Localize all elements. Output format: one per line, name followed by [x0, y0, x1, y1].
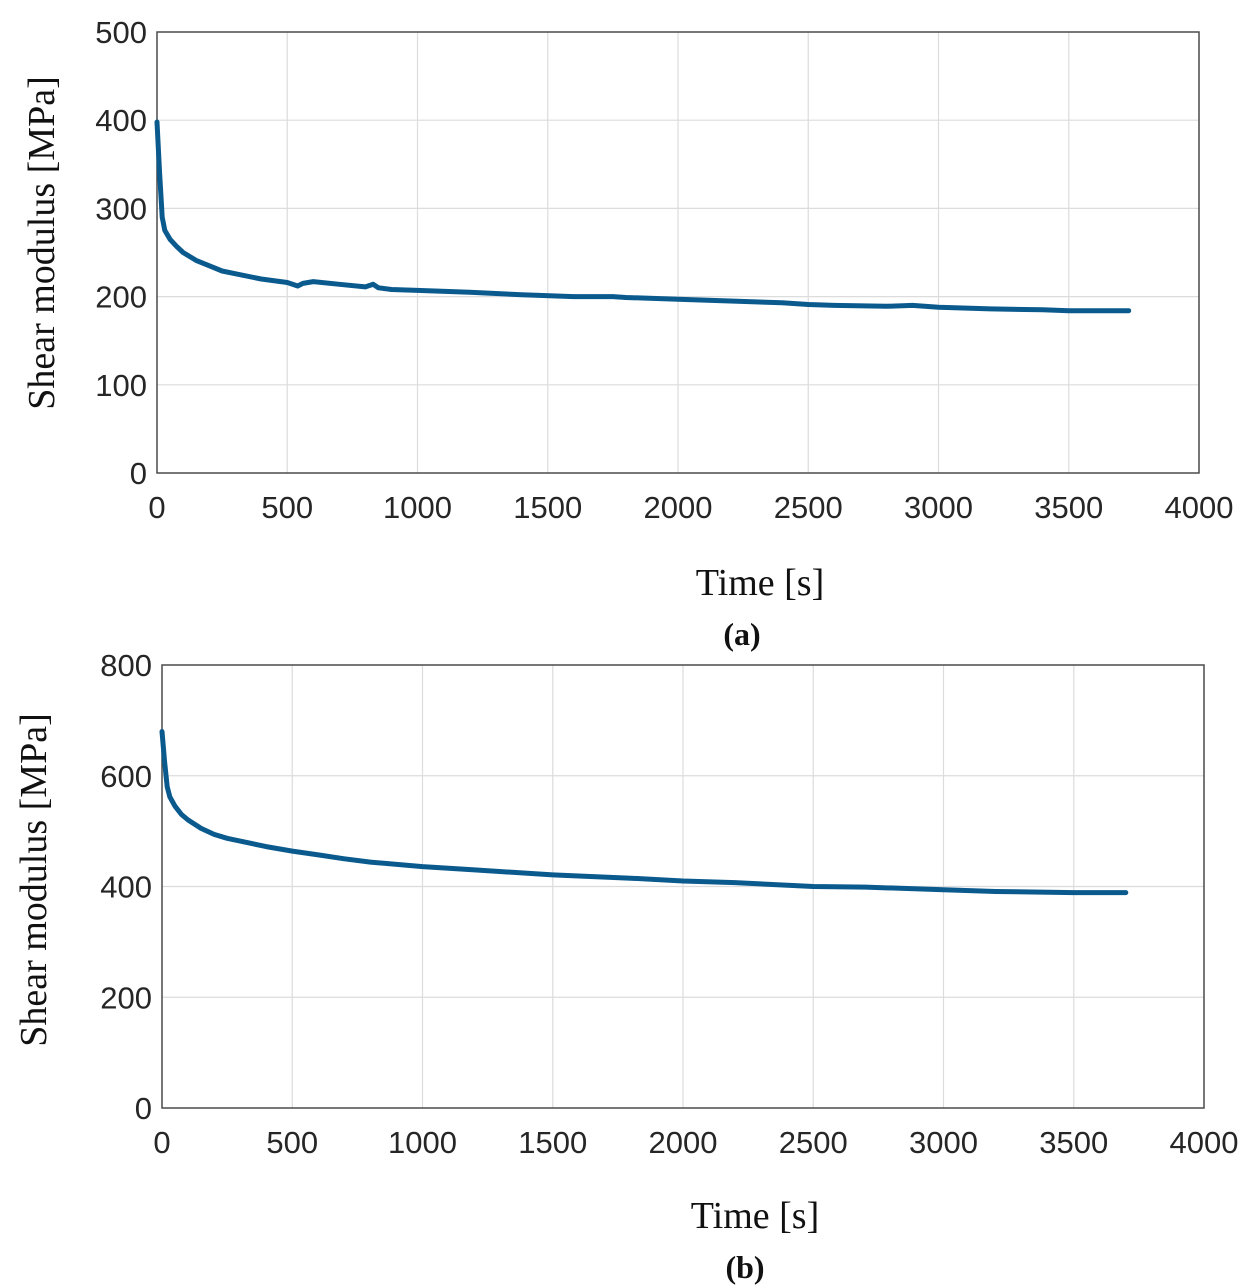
panel-a-axes-box — [156, 31, 1200, 474]
panel-a-chart: 0 500 1000 1500 2000 2500 3000 3500 4000 0 100 200… — [21, 15, 1233, 652]
panel-a-y-tick-label: 400 — [95, 103, 147, 138]
panel-b-y-tick-label: 0 — [135, 1091, 152, 1126]
panel-b-x-tick-label: 1500 — [518, 1125, 587, 1160]
panel-a-x-tick-labels: 0 500 1000 1500 2000 2500 3000 3500 4000 — [148, 490, 1233, 525]
panel-a-y-tick-label: 0 — [130, 456, 147, 491]
panel-b-y-tick-label: 600 — [100, 759, 152, 794]
panel-a-x-tick-label: 3500 — [1034, 490, 1103, 525]
panel-b-axes-box — [161, 664, 1205, 1109]
panel-a-x-axis-title: Time [s] — [696, 562, 824, 604]
panel-b-grid — [162, 665, 1204, 1108]
panel-b-x-tick-label: 3500 — [1039, 1125, 1108, 1160]
panel-a-y-tick-label: 500 — [95, 15, 147, 50]
panel-b-x-tick-label: 500 — [266, 1125, 318, 1160]
panel-b-series-line — [159, 729, 1129, 896]
panel-b-x-tick-label: 4000 — [1170, 1125, 1239, 1160]
panel-b-x-tick-label: 0 — [153, 1125, 170, 1160]
panel-a-y-tick-label: 100 — [95, 368, 147, 403]
panel-a-y-axis-title: Shear modulus [MPa] — [21, 76, 63, 410]
panel-b-y-tick-labels: 0 200 400 600 800 — [100, 648, 152, 1126]
panel-b-x-tick-label: 3000 — [909, 1125, 978, 1160]
panel-b-y-axis-title: Shear modulus [MPa] — [13, 713, 55, 1047]
panel-b-x-tick-label: 2500 — [779, 1125, 848, 1160]
panel-b-y-tick-label: 400 — [100, 870, 152, 905]
panel-b-x-tick-label: 1000 — [388, 1125, 457, 1160]
panel-a-grid — [157, 32, 1199, 473]
panel-a-x-tick-label: 1500 — [513, 490, 582, 525]
panel-a-x-tick-label: 2500 — [774, 490, 843, 525]
panel-b-label: (b) — [725, 1249, 764, 1285]
panel-b-y-tick-label: 200 — [100, 980, 152, 1015]
panel-b-series — [159, 729, 1129, 896]
panel-a-x-tick-label: 1000 — [383, 490, 452, 525]
panel-a-series-line — [154, 119, 1132, 314]
panel-a-y-tick-label: 300 — [95, 191, 147, 226]
panel-a-series — [154, 119, 1132, 314]
panel-b-x-tick-label: 2000 — [649, 1125, 718, 1160]
panel-b-x-tick-labels: 0 500 1000 1500 2000 2500 3000 3500 4000 — [153, 1125, 1238, 1160]
panel-a-x-tick-label: 0 — [148, 490, 165, 525]
panel-a-x-tick-label: 500 — [261, 490, 313, 525]
panel-a-label: (a) — [723, 616, 760, 652]
panel-a-x-tick-label: 4000 — [1165, 490, 1234, 525]
panel-a-y-tick-label: 200 — [95, 280, 147, 315]
panel-b-x-axis-title: Time [s] — [691, 1195, 819, 1237]
panel-a-x-tick-label: 2000 — [644, 490, 713, 525]
panel-b-y-tick-label: 800 — [100, 648, 152, 683]
panel-a-y-tick-labels: 0 100 200 300 400 500 — [95, 15, 147, 491]
panel-a-x-tick-label: 3000 — [904, 490, 973, 525]
panel-b-chart: 0 500 1000 1500 2000 2500 3000 3500 4000 0 200 400… — [13, 648, 1238, 1285]
